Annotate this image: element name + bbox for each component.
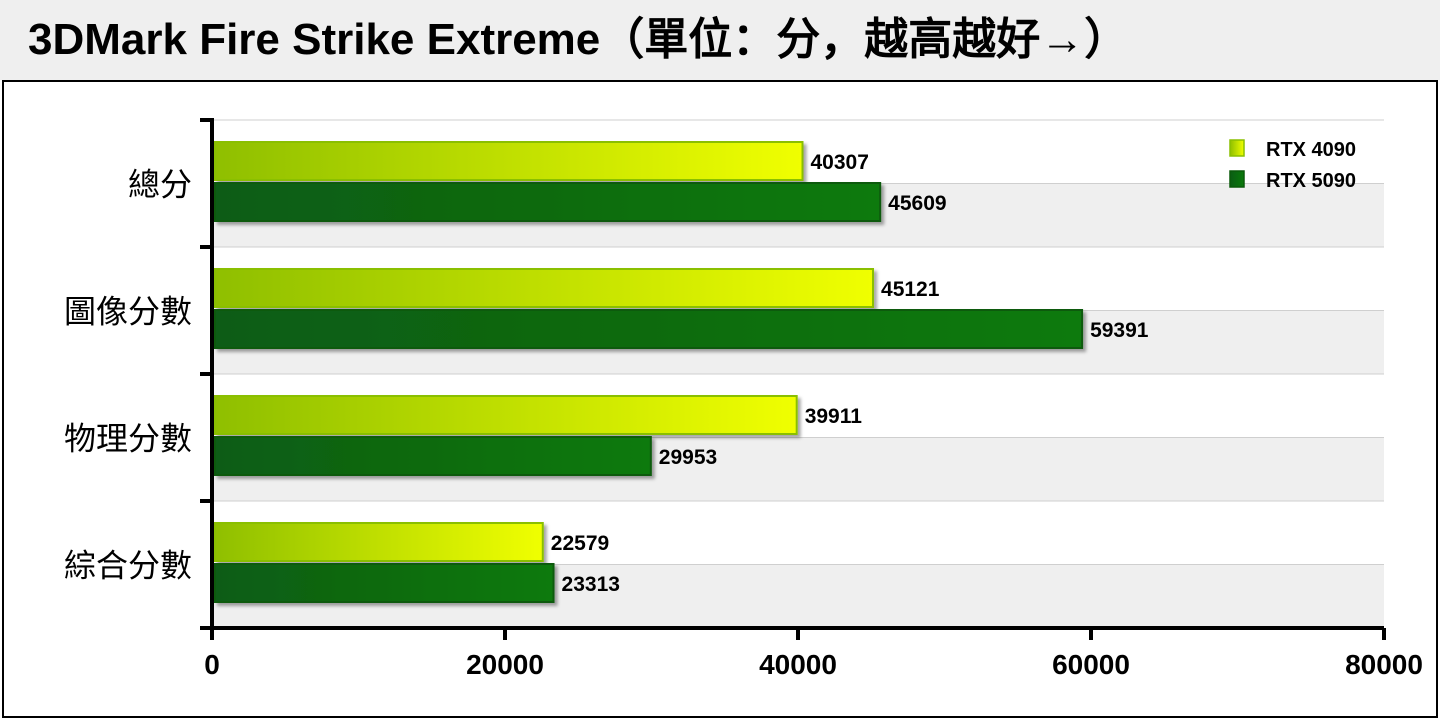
category-label: 物理分數 [64, 420, 192, 458]
data-label: 29953 [659, 446, 717, 469]
title-bar: 3DMark Fire Strike Extreme（單位：分，越高越好→） [0, 0, 1440, 80]
legend-swatch-rtx5090 [1229, 170, 1245, 188]
legend-label: RTX 4090 [1266, 139, 1356, 161]
data-label: 45121 [881, 278, 940, 301]
legend-swatch-rtx4090 [1229, 139, 1245, 157]
category-label: 總分 [128, 166, 192, 204]
bar-rtx5090 [214, 309, 1084, 349]
legend: RTX 4090 RTX 5090 [1229, 139, 1356, 192]
bar-rtx5090 [214, 182, 882, 222]
bar-rtx4090 [214, 268, 875, 308]
bar-rtx4090 [214, 522, 544, 562]
legend-label: RTX 5090 [1266, 170, 1356, 192]
x-tick-label: 20000 [466, 649, 544, 680]
bar-rtx4090 [214, 141, 804, 181]
data-label: 22579 [551, 532, 609, 555]
x-tick-label: 80000 [1345, 649, 1423, 680]
category-label: 圖像分數 [64, 293, 192, 331]
data-label: 59391 [1090, 319, 1149, 342]
data-label: 40307 [810, 151, 868, 174]
chart-title: 3DMark Fire Strike Extreme（單位：分，越高越好→） [28, 15, 1129, 64]
bar-rtx5090 [214, 436, 652, 476]
bars [214, 141, 1084, 603]
data-label: 23313 [562, 573, 620, 596]
category-label: 綜合分數 [64, 547, 192, 585]
bar-rtx5090 [214, 563, 555, 603]
bar-rtx4090 [214, 395, 798, 435]
data-label: 39911 [805, 405, 863, 428]
x-tick-label: 0 [204, 649, 220, 680]
data-label: 45609 [888, 192, 946, 215]
x-tick-label: 60000 [1052, 649, 1130, 680]
axes [200, 118, 1386, 640]
x-tick-label: 40000 [759, 649, 837, 680]
